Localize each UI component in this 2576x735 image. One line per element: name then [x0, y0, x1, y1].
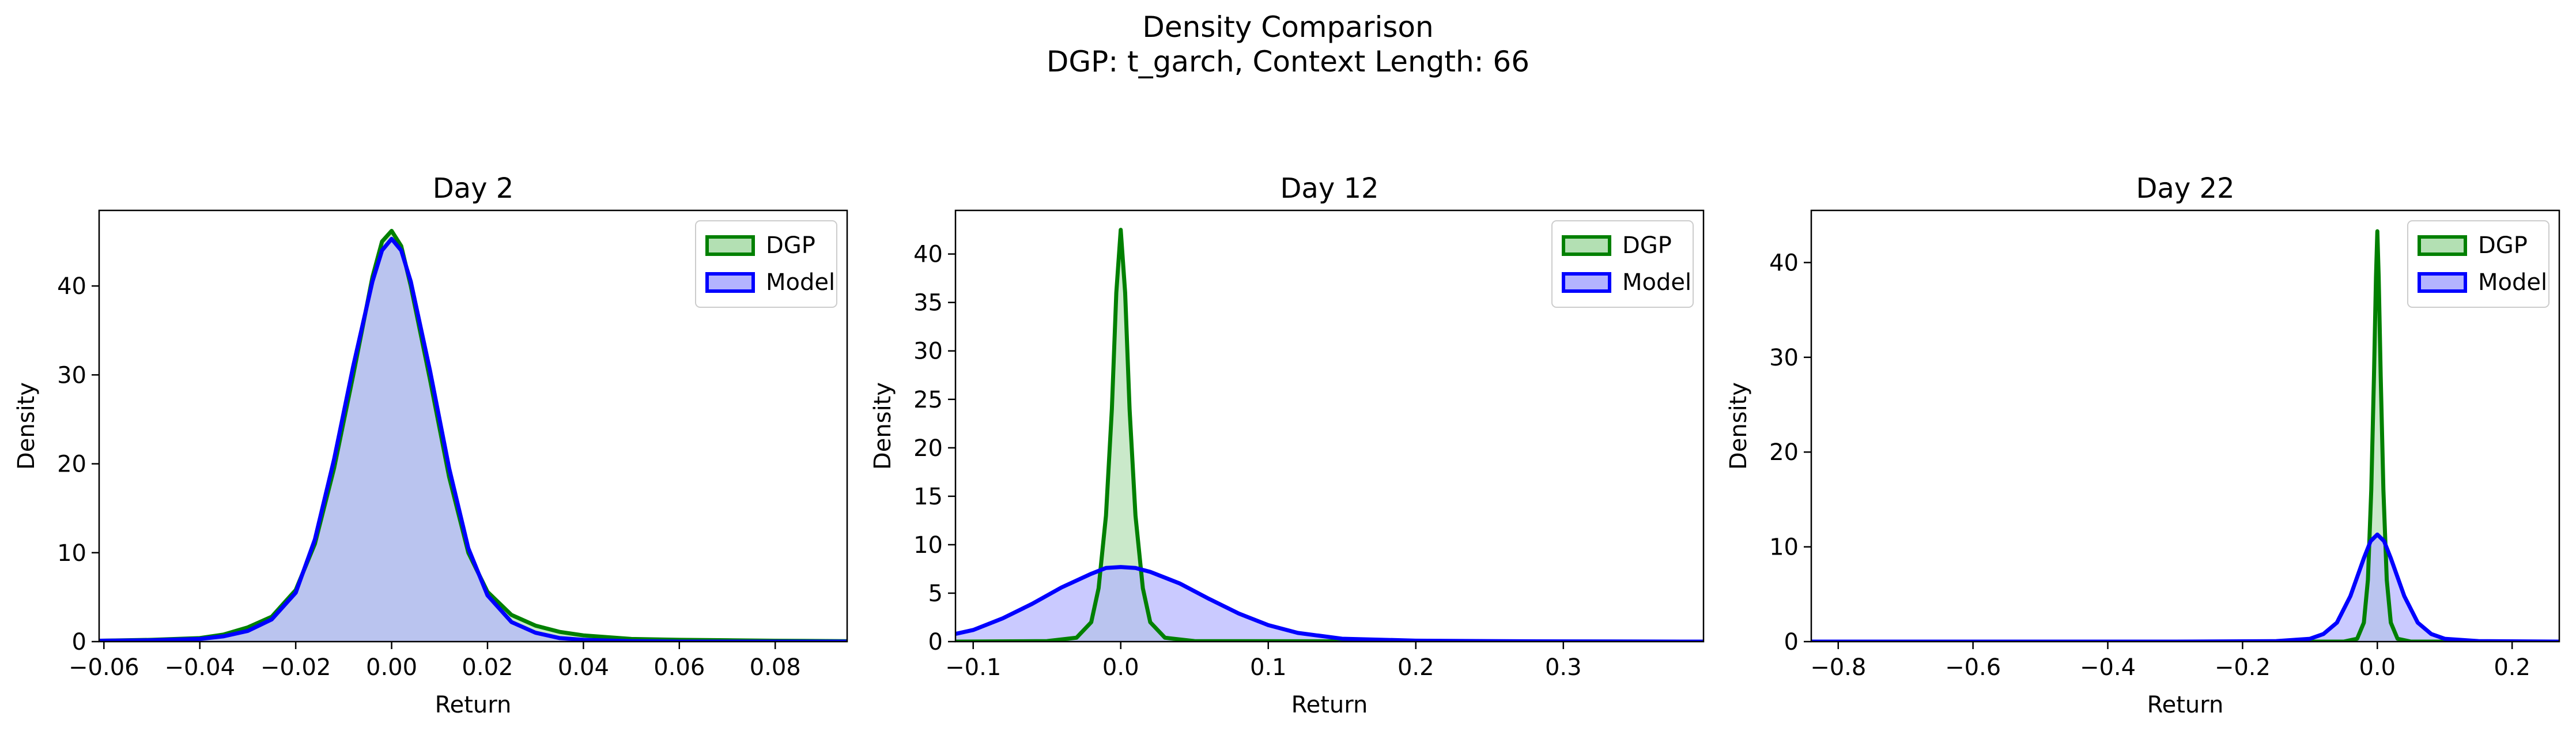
x-tick-label: −0.2 — [2215, 654, 2271, 681]
y-axis-label: Density — [1725, 382, 1752, 470]
axes-frame — [1810, 209, 2560, 643]
y-tick-label: 10 — [913, 532, 943, 559]
legend-swatch-model — [705, 272, 755, 293]
legend: DGP Model — [2407, 220, 2549, 308]
y-tick-label: 20 — [1769, 439, 1799, 466]
plot-area — [1811, 229, 2559, 642]
y-tick-label: 0 — [72, 629, 86, 655]
x-tick-label: 0.0 — [1102, 654, 1139, 681]
legend-swatch-dgp — [705, 235, 755, 256]
x-tick-label: −0.06 — [69, 654, 139, 681]
density-fill-model — [955, 567, 1704, 642]
x-tick-label: −0.02 — [260, 654, 331, 681]
y-axis-label: Density — [13, 382, 40, 470]
legend-label-dgp: DGP — [1622, 232, 1672, 259]
x-tick-label: 0.08 — [750, 654, 801, 681]
y-tick-label: 40 — [57, 273, 86, 300]
subplot-1: −0.06 −0.04 −0.02 0.00 0.02 0.04 0.06 0.08 0 10 20… — [13, 172, 848, 718]
y-tick-label: 10 — [57, 540, 86, 567]
y-tick-label: 0 — [1784, 629, 1799, 655]
legend-label-dgp: DGP — [766, 232, 815, 259]
y-tick-label: 20 — [57, 451, 86, 478]
x-axis-label: Return — [1291, 692, 1368, 718]
x-tick-label: −0.8 — [1810, 654, 1866, 681]
plot-area — [99, 228, 847, 642]
x-tick-label: 0.02 — [462, 654, 513, 681]
density-fill-model — [1811, 534, 2559, 642]
y-tick-label: 20 — [913, 435, 943, 462]
legend-swatch-model — [2418, 272, 2467, 293]
x-tick-label: −0.6 — [1945, 654, 2001, 681]
subplot-3: −0.8 −0.6 −0.4 −0.2 0.0 0.2 0 10 20 30 40 Day 22 Ret… — [1725, 172, 2560, 718]
plot-area — [955, 228, 1704, 642]
x-tick-label: 0.2 — [1397, 654, 1434, 681]
figure-title: Density Comparison — [1142, 10, 1434, 44]
legend-label-model: Model — [1622, 269, 1691, 296]
x-tick-label: −0.1 — [945, 654, 1001, 681]
y-tick-label: 30 — [57, 362, 86, 389]
legend-swatch-dgp — [2418, 235, 2467, 256]
y-tick-label: 10 — [1769, 534, 1799, 561]
x-tick-label: 0.0 — [2359, 654, 2396, 681]
x-tick-label: 0.00 — [366, 654, 417, 681]
density-line-model — [955, 565, 1704, 642]
legend-swatch-model — [1562, 272, 1611, 293]
subplot-title: Day 22 — [2136, 172, 2234, 205]
x-tick-label: −0.4 — [2080, 654, 2136, 681]
y-tick-label: 15 — [913, 484, 943, 510]
x-axis-label: Return — [435, 692, 512, 718]
x-tick-label: −0.04 — [164, 654, 235, 681]
x-tick-label: 0.3 — [1545, 654, 1582, 681]
figure-subtitle: DGP: t_garch, Context Length: 66 — [1046, 45, 1530, 78]
density-line-model — [99, 236, 847, 642]
x-axis-label: Return — [2147, 692, 2224, 718]
density-line-dgp — [1811, 229, 2559, 642]
y-tick-label: 25 — [913, 387, 943, 413]
y-axis-label: Density — [870, 382, 896, 470]
density-line-dgp — [955, 228, 1704, 642]
y-tick-label: 0 — [928, 629, 943, 655]
y-tick-label: 35 — [913, 290, 943, 316]
legend-label-model: Model — [766, 269, 835, 296]
legend-label-dgp: DGP — [2478, 232, 2528, 259]
subplot-2: −0.1 0.0 0.1 0.2 0.3 0 5 10 15 20 25 30 35 40 Day 12 Re… — [870, 172, 1705, 718]
x-tick-label: 0.1 — [1250, 654, 1287, 681]
legend-swatch-dgp — [1562, 235, 1611, 256]
y-tick-label: 5 — [928, 581, 943, 607]
x-tick-label: 0.2 — [2494, 654, 2530, 681]
x-tick-label: 0.06 — [654, 654, 705, 681]
subplot-title: Day 12 — [1280, 172, 1378, 205]
axes-frame — [954, 209, 1705, 643]
y-tick-label: 30 — [913, 338, 943, 365]
y-tick-label: 40 — [913, 242, 943, 268]
legend: DGP Model — [695, 220, 837, 308]
axes-frame — [98, 209, 848, 643]
y-tick-label: 30 — [1769, 345, 1799, 371]
y-tick-label: 40 — [1769, 250, 1799, 276]
x-tick-label: 0.04 — [558, 654, 609, 681]
legend-label-model: Model — [2478, 269, 2547, 296]
subplot-title: Day 2 — [433, 172, 514, 205]
legend: DGP Model — [1551, 220, 1694, 308]
density-line-model — [1811, 532, 2559, 642]
